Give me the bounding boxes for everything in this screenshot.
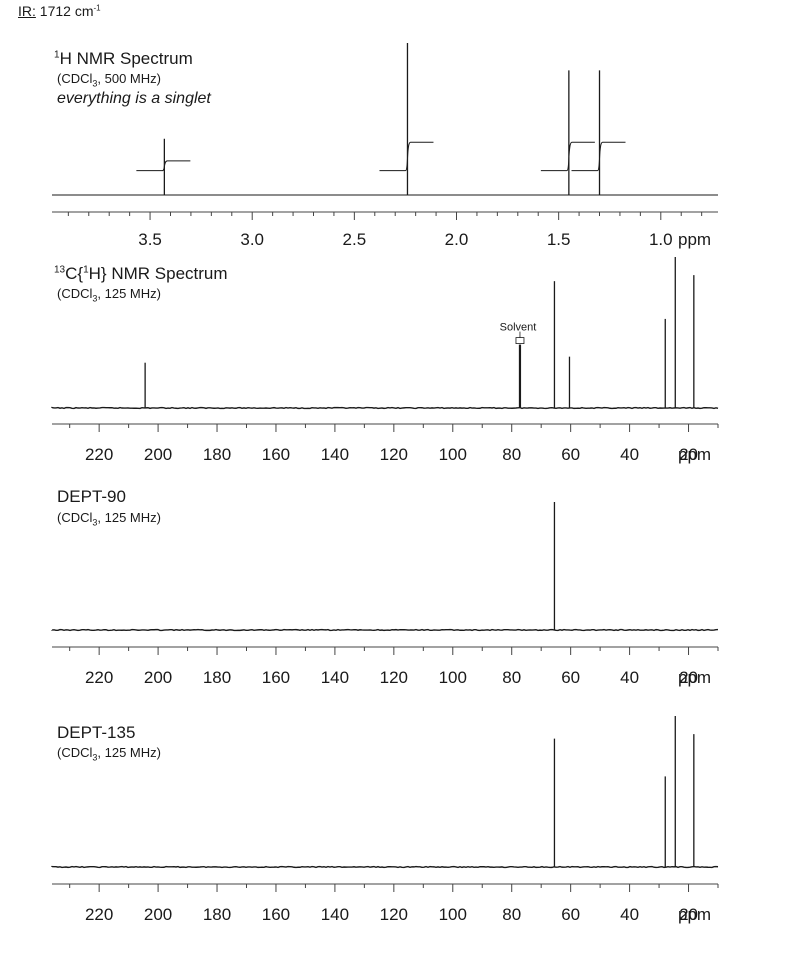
dept90-x-axis-unit: ppm [678, 668, 711, 687]
c13-tick-label-5: 120 [380, 445, 408, 464]
dept90-title: DEPT-90 [57, 487, 126, 506]
dept135-tick-label-8: 60 [561, 905, 580, 924]
h1-note: everything is a singlet [57, 90, 211, 107]
dept135-tick-label-6: 100 [439, 905, 467, 924]
c13-peak-1-label: Solvent [500, 322, 537, 334]
dept135-baseline [51, 865, 719, 869]
c13-conditions: (CDCl3, 125 MHz) [57, 286, 161, 304]
c13-x-axis-unit: ppm [678, 445, 711, 464]
dept90-conditions: (CDCl3, 125 MHz) [57, 510, 161, 528]
dept90-tick-label-10: 20 [679, 668, 698, 687]
c13-tick-label-2: 180 [203, 445, 231, 464]
ir-label: IR: [18, 3, 36, 19]
h1-integral-2 [540, 141, 595, 172]
h1-integral-3 [571, 141, 626, 172]
h1-conditions: (CDCl3, 500 MHz) [57, 71, 161, 89]
c13-tick-label-1: 200 [144, 445, 172, 464]
c13-baseline [51, 406, 719, 410]
c13-tick-label-9: 40 [620, 445, 639, 464]
h1-x-axis-unit: ppm [678, 230, 711, 249]
c13-tick-label-8: 60 [561, 445, 580, 464]
dept135-tick-label-3: 160 [262, 905, 290, 924]
h1-title: 1H NMR Spectrum [54, 49, 193, 68]
dept90-tick-label-3: 160 [262, 668, 290, 687]
c13-tick-label-4: 140 [321, 445, 349, 464]
ir-annotation: IR: 1712 cm-1 [18, 3, 101, 19]
dept135-tick-label-5: 120 [380, 905, 408, 924]
dept90-tick-label-2: 180 [203, 668, 231, 687]
c13-peak-1-marker [515, 337, 525, 344]
dept90-tick-label-1: 200 [144, 668, 172, 687]
dept90-baseline [51, 628, 719, 632]
dept90-tick-label-5: 120 [380, 668, 408, 687]
dept90-tick-label-0: 220 [85, 668, 113, 687]
dept135-tick-label-9: 40 [620, 905, 639, 924]
dept135-tick-label-7: 80 [502, 905, 521, 924]
dept135-title: DEPT-135 [57, 723, 136, 742]
dept90-tick-label-4: 140 [321, 668, 349, 687]
h1-tick-label-5: 1.0 [649, 230, 673, 249]
h1-tick-label-3: 2.0 [445, 230, 469, 249]
dept90-tick-label-7: 80 [502, 668, 521, 687]
c13-tick-label-10: 20 [679, 445, 698, 464]
h1-tick-label-2: 2.5 [343, 230, 367, 249]
ir-value: 1712 cm [39, 3, 94, 19]
h1-tick-label-0: 3.5 [138, 230, 162, 249]
c13-tick-label-7: 80 [502, 445, 521, 464]
c13-tick-label-6: 100 [439, 445, 467, 464]
dept135-tick-label-1: 200 [144, 905, 172, 924]
h1-tick-label-4: 1.5 [547, 230, 571, 249]
c13-tick-label-3: 160 [262, 445, 290, 464]
dept90-tick-label-6: 100 [439, 668, 467, 687]
dept90-tick-label-8: 60 [561, 668, 580, 687]
dept135-tick-label-10: 20 [679, 905, 698, 924]
c13-title: 13C{1H} NMR Spectrum [54, 264, 228, 283]
dept135-conditions: (CDCl3, 125 MHz) [57, 745, 161, 763]
h1-integral-1 [379, 141, 434, 172]
dept90-tick-label-9: 40 [620, 668, 639, 687]
dept135-tick-label-2: 180 [203, 905, 231, 924]
h1-tick-label-1: 3.0 [240, 230, 264, 249]
dept135-x-axis-unit: ppm [678, 905, 711, 924]
dept135-tick-label-4: 140 [321, 905, 349, 924]
dept135-tick-label-0: 220 [85, 905, 113, 924]
ir-superscript: -1 [93, 3, 101, 13]
h1-integral-0 [136, 160, 191, 172]
c13-tick-label-0: 220 [85, 445, 113, 464]
